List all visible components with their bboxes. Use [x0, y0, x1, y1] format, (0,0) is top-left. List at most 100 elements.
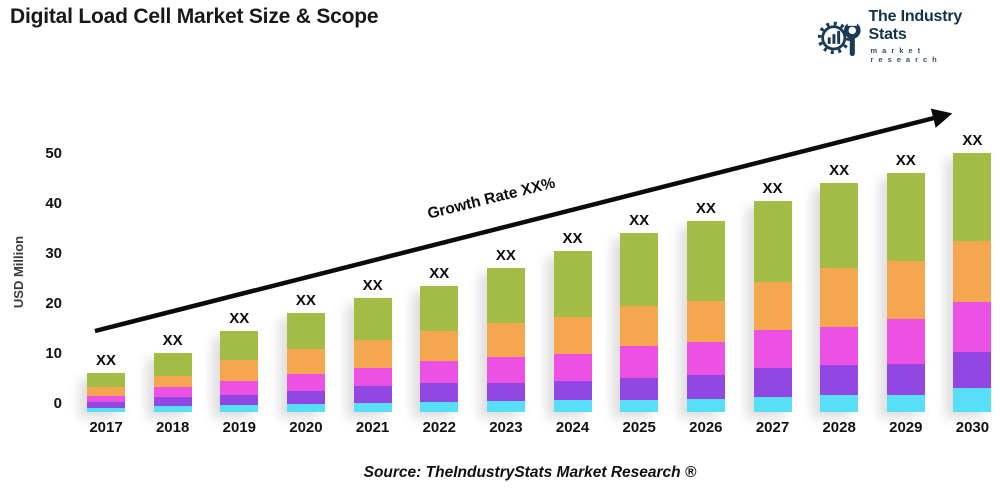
bar-segment-series-2-purple — [486, 382, 525, 401]
bar-segment-series-3-magenta — [820, 327, 859, 365]
bar-segment-series-4-orange — [220, 359, 259, 381]
x-tick-label: 2021 — [355, 419, 390, 436]
bar-value-label: XX — [295, 292, 316, 309]
x-tick-label: 2028 — [822, 419, 856, 436]
bar-segment-series-2-purple — [220, 394, 259, 405]
y-axis-title: USD Million — [11, 235, 26, 309]
stacked-bar — [753, 200, 792, 412]
bar-segment-series-5-green — [686, 220, 725, 301]
stacked-bar — [420, 285, 459, 412]
source-note: Source: TheIndustryStats Market Research… — [363, 464, 697, 481]
y-tick-label: 20 — [45, 295, 62, 312]
bar-segment-series-1-cyan — [153, 406, 192, 412]
bar-segment-series-3-magenta — [420, 360, 459, 383]
bar-segment-series-3-magenta — [87, 395, 125, 402]
bar-value-label: XX — [429, 264, 450, 282]
bar-segment-series-4-orange — [686, 300, 725, 342]
bar-segment-series-5-green — [620, 233, 659, 306]
bar-segment-series-4-orange — [620, 306, 659, 346]
stacked-bar — [353, 298, 392, 412]
bar-segment-series-2-purple — [953, 352, 992, 388]
stacked-bar — [553, 250, 592, 412]
bar-segment-series-5-green — [353, 298, 392, 340]
bar-segment-series-2-purple — [420, 383, 459, 402]
bar-value-label: XX — [229, 309, 250, 327]
bar-segment-series-2-purple — [286, 391, 325, 404]
bar-segment-series-5-green — [220, 330, 259, 360]
gear-wrench-chart-icon — [818, 17, 861, 57]
bar-segment-series-1-cyan — [553, 400, 592, 412]
x-tick-label: 2020 — [289, 419, 323, 436]
bar-segment-series-3-magenta — [686, 342, 725, 375]
bar-value-label: XX — [562, 229, 583, 247]
bar-value-label: XX — [895, 152, 916, 169]
bar-value-label: XX — [695, 199, 716, 217]
bar-segment-series-5-green — [486, 268, 525, 323]
bar-segment-series-1-cyan — [820, 394, 859, 412]
y-tick-label: 50 — [45, 145, 62, 162]
bar-segment-series-3-magenta — [486, 356, 525, 383]
bar-segment-series-2-purple — [353, 386, 392, 403]
bar-segment-series-1-cyan — [886, 394, 925, 412]
stacked-bar — [620, 233, 659, 412]
stacked-bar — [820, 183, 859, 412]
bar-segment-series-4-orange — [153, 376, 192, 387]
stacked-bar — [220, 330, 259, 412]
bar-segment-series-4-orange — [553, 317, 592, 354]
bar-segment-series-5-green — [886, 173, 925, 261]
bar-segment-series-1-cyan — [286, 404, 325, 412]
bar-segment-series-4-orange — [420, 331, 459, 361]
bar-segment-series-4-orange — [87, 387, 125, 396]
brand-logo: The Industry Stats market research — [818, 8, 1000, 64]
stacked-bar — [153, 353, 192, 412]
bar-value-label: XX — [95, 352, 116, 369]
x-tick-label: 2027 — [755, 419, 790, 436]
x-tick-label: 2029 — [889, 419, 923, 436]
bar-segment-series-4-orange — [753, 281, 792, 330]
bar-segment-series-5-green — [153, 353, 192, 376]
bar-segment-series-1-cyan — [620, 400, 659, 412]
bar-segment-series-1-cyan — [953, 388, 992, 412]
x-tick-label: 2019 — [222, 419, 256, 436]
bar-segment-series-5-green — [553, 250, 592, 317]
bar-segment-series-3-magenta — [620, 346, 659, 378]
stacked-bar — [286, 313, 325, 412]
stacked-bar — [87, 373, 125, 412]
x-tick-label: 2025 — [622, 419, 656, 436]
bar-segment-series-4-orange — [286, 349, 325, 374]
y-tick-label: 10 — [45, 345, 62, 362]
bar-segment-series-4-orange — [886, 261, 925, 319]
bar-segment-series-1-cyan — [353, 403, 392, 412]
bar-segment-series-4-orange — [353, 340, 392, 368]
bar-segment-series-1-cyan — [686, 398, 725, 412]
page-title: Digital Load Cell Market Size & Scope — [10, 5, 379, 28]
bar-segment-series-3-magenta — [753, 330, 792, 368]
bar-segment-series-1-cyan — [486, 400, 525, 412]
bar-value-label: XX — [629, 212, 650, 229]
bar-segment-series-2-purple — [620, 378, 659, 400]
bar-segment-series-2-purple — [87, 402, 125, 408]
bar-segment-series-3-magenta — [553, 354, 592, 381]
bar-segment-series-3-magenta — [353, 368, 392, 386]
bar-segment-series-1-cyan — [753, 396, 792, 412]
bar-segment-series-3-magenta — [153, 387, 192, 397]
bar-segment-series-3-magenta — [886, 319, 925, 364]
x-tick-label: 2017 — [89, 419, 123, 436]
brand-text: The Industry Stats market research — [868, 8, 1000, 64]
stacked-bar — [886, 173, 925, 412]
bar-segment-series-2-purple — [553, 381, 592, 400]
y-tick-label: 30 — [45, 245, 62, 262]
bar-segment-series-5-green — [820, 183, 859, 268]
bar-segment-series-2-purple — [686, 375, 725, 399]
x-tick-label: 2030 — [955, 419, 990, 436]
stacked-bar — [953, 153, 992, 412]
bar-value-label: XX — [962, 132, 983, 149]
x-tick-label: 2026 — [689, 419, 723, 436]
bar-value-label: XX — [829, 162, 850, 179]
bar-segment-series-5-green — [753, 200, 792, 282]
bar-segment-series-4-orange — [953, 240, 992, 302]
bar-segment-series-3-magenta — [220, 381, 259, 395]
bar-value-label: XX — [362, 277, 383, 294]
bar-value-label: XX — [162, 332, 183, 349]
bar-segment-series-1-cyan — [420, 401, 459, 412]
